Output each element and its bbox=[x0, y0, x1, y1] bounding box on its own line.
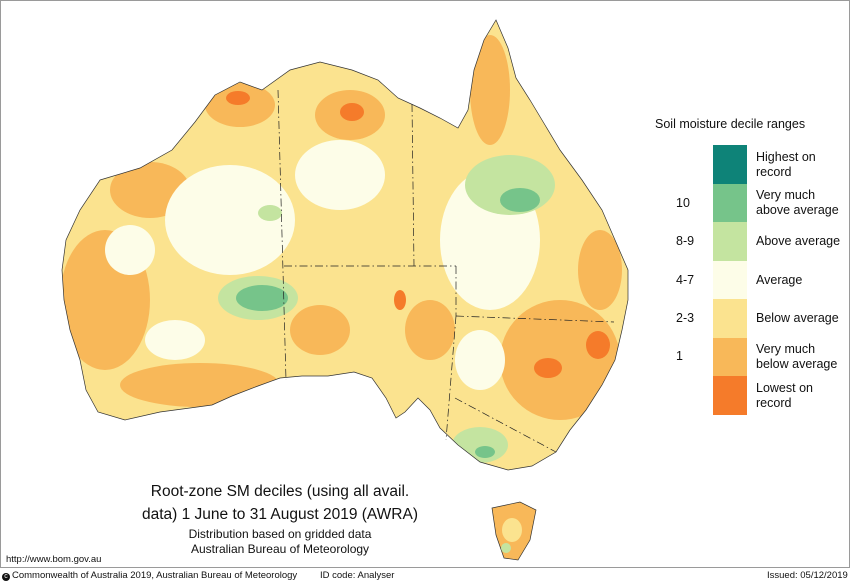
legend-label-below: Below average bbox=[756, 311, 839, 325]
legend-swatch-average bbox=[713, 260, 747, 299]
region-southwest bbox=[120, 363, 280, 407]
tasmania-below-average bbox=[502, 518, 522, 542]
region-sa-east bbox=[455, 330, 505, 390]
legend-swatch-very-much-above bbox=[713, 183, 747, 222]
border-sa-nsw-vic bbox=[445, 315, 457, 441]
issued-date: Issued: 05/12/2019 bbox=[767, 570, 848, 581]
map-subtitle-line2: Australian Bureau of Meteorology bbox=[190, 542, 370, 556]
region-central-nsw bbox=[534, 358, 562, 378]
region-wa-south bbox=[145, 320, 205, 360]
australia-map bbox=[61, 19, 629, 561]
region-sa-spot bbox=[394, 290, 406, 310]
legend-swatch-below bbox=[713, 299, 747, 338]
legend-title: Soil moisture decile ranges bbox=[655, 117, 806, 131]
region-nullarbor bbox=[290, 305, 350, 355]
region-gibson-core bbox=[236, 285, 288, 311]
legend-label-highest: Highest on record bbox=[756, 150, 816, 179]
region-north-kimberley bbox=[226, 91, 250, 105]
legend-swatch-very-much-below bbox=[713, 337, 747, 376]
legend-range-4-7: 4-7 bbox=[676, 273, 695, 287]
legend-label-lowest: Lowest on record bbox=[756, 381, 813, 410]
legend-range-2-3: 2-3 bbox=[676, 311, 695, 325]
map-subtitle-line1: Distribution based on gridded data bbox=[188, 527, 372, 541]
border-nt-qld bbox=[411, 103, 415, 267]
legend-label-very-much-below: Very much below average bbox=[756, 342, 838, 371]
region-wa-interior bbox=[105, 225, 155, 275]
legend-label-average: Average bbox=[756, 273, 803, 287]
legend-swatch-above bbox=[713, 222, 747, 261]
border-nsw-vic bbox=[454, 397, 557, 453]
map-title-line1: Root-zone SM deciles (using all avail. bbox=[150, 483, 410, 500]
source-url-link[interactable]: http://www.bom.gov.au bbox=[6, 554, 102, 565]
region-central-nt bbox=[295, 140, 385, 210]
region-central-wa bbox=[165, 165, 295, 275]
footer: c Commonwealth of Australia 2019, Austral… bbox=[0, 569, 850, 582]
decile-regions bbox=[62, 35, 622, 463]
id-code: ID code: Analyser bbox=[320, 570, 395, 581]
legend-range-1: 1 bbox=[676, 349, 683, 363]
region-tanami bbox=[258, 205, 282, 221]
legend-range-8-9: 8-9 bbox=[676, 234, 695, 248]
border-wa-nt-sa bbox=[277, 89, 287, 381]
region-hunter bbox=[586, 331, 610, 359]
region-vic-core bbox=[475, 446, 495, 458]
copyright-text: c Commonwealth of Australia 2019, Austral… bbox=[2, 570, 297, 581]
region-qld-core bbox=[500, 188, 540, 212]
legend-swatch-lowest bbox=[713, 376, 747, 415]
legend-label-above: Above average bbox=[756, 234, 841, 248]
legend-label-very-much-above: Very much above average bbox=[756, 188, 839, 217]
coastline bbox=[61, 19, 629, 471]
border-qld-nsw bbox=[455, 315, 615, 323]
region-kimberley bbox=[205, 83, 275, 127]
region-cape-york bbox=[470, 35, 510, 145]
legend-swatch-highest bbox=[713, 145, 747, 184]
region-victoria bbox=[452, 427, 508, 463]
region-nsw bbox=[500, 300, 620, 420]
map-title-line2: data) 1 June to 31 August 2019 (AWRA) bbox=[141, 506, 418, 523]
state-borders bbox=[277, 89, 615, 453]
region-sa bbox=[405, 300, 455, 360]
copyright-icon: c bbox=[2, 573, 10, 581]
region-arnhem bbox=[340, 103, 364, 121]
legend-range-10: 10 bbox=[676, 196, 690, 210]
tasmania-above-average bbox=[501, 543, 511, 553]
region-se-qld bbox=[578, 230, 622, 310]
